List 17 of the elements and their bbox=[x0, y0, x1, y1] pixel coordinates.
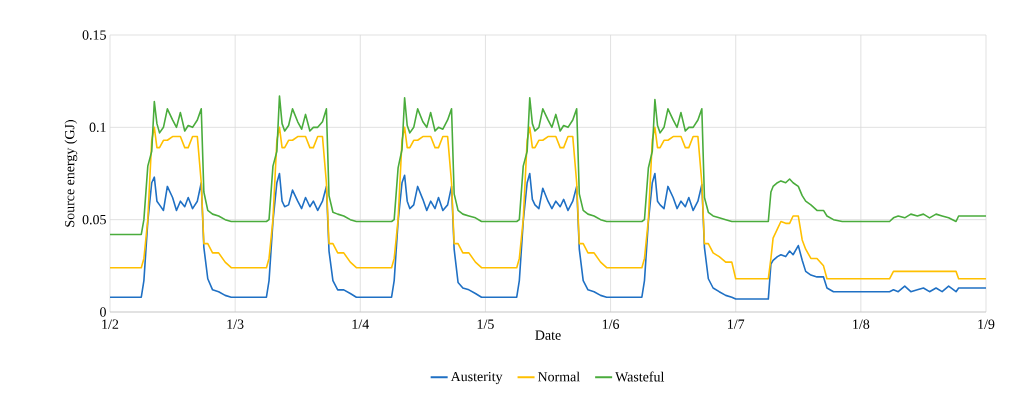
y-tick-label: 0.1 bbox=[89, 122, 106, 133]
y-tick-label: 0.05 bbox=[82, 214, 106, 225]
legend-label: Austerity bbox=[450, 371, 503, 385]
y-tick-label: 0 bbox=[100, 307, 106, 317]
x-tick-label: 1/6 bbox=[602, 319, 620, 329]
x-axis-title: Date bbox=[535, 330, 561, 340]
x-tick-label: 1/2 bbox=[102, 319, 119, 329]
legend-label: Normal bbox=[537, 371, 580, 382]
x-tick-label: 1/8 bbox=[853, 319, 870, 329]
x-tick-label: 1/5 bbox=[477, 319, 494, 329]
y-axis-title: Source energy (GJ) bbox=[64, 120, 78, 227]
x-tick-label: 1/3 bbox=[227, 319, 244, 329]
y-tick-label: 0.15 bbox=[82, 30, 106, 40]
x-tick-label: 1/4 bbox=[352, 319, 369, 329]
x-tick-label: 1/9 bbox=[978, 319, 995, 329]
legend-label: Wasteful bbox=[615, 371, 665, 382]
x-tick-label: 1/7 bbox=[728, 319, 745, 329]
